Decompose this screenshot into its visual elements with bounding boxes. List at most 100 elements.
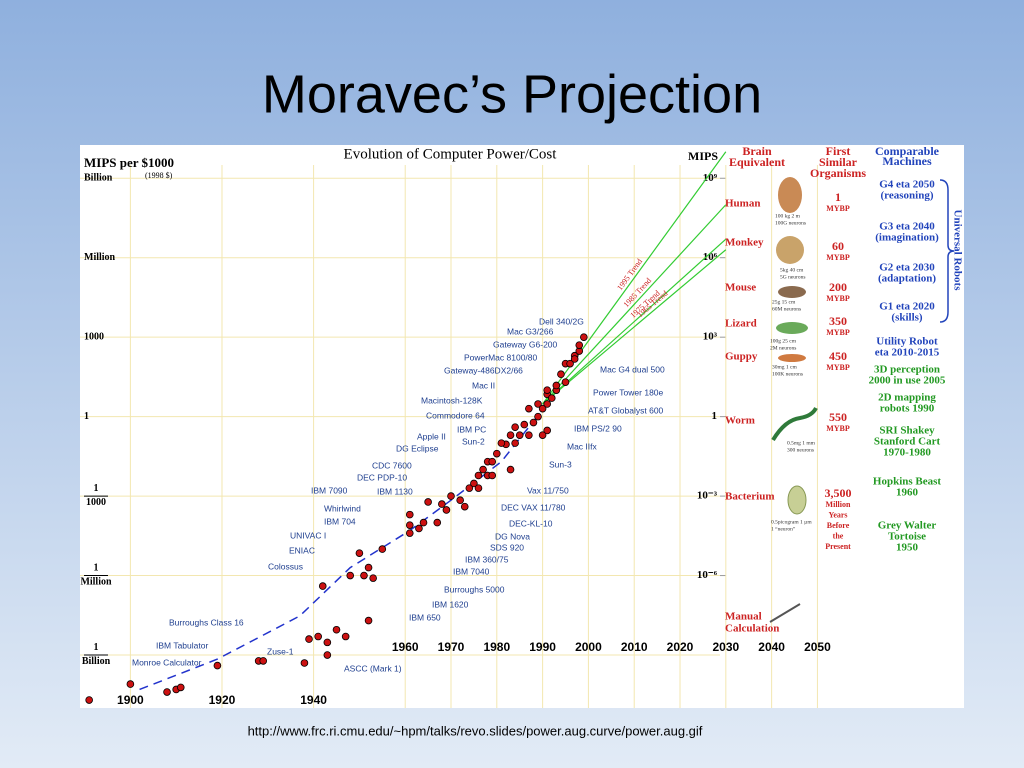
comparable-machine: Hopkins Beast: [873, 476, 941, 488]
bacterium-icon: [787, 485, 807, 515]
worm-icon: [771, 406, 818, 442]
data-point: [506, 465, 515, 474]
x-tick-label: 1990: [529, 640, 556, 654]
x-tick-label: 1960: [392, 640, 419, 654]
organism-age: 3,500: [825, 486, 852, 500]
y-tick-label: 1: [84, 411, 89, 422]
data-point: [515, 431, 524, 439]
y-tick-label: 1 1000: [86, 483, 106, 508]
organism-name: Worm: [725, 415, 755, 427]
data-point: [552, 381, 561, 390]
data-point: [213, 661, 222, 670]
monkey-icon: [776, 236, 804, 264]
machine-label: Burroughs Class 16: [169, 617, 244, 627]
machine-label: IBM 7040: [453, 566, 490, 576]
organism-header: First: [826, 144, 851, 158]
comparable-machine: Grey Walter: [878, 520, 937, 532]
comparable-machine: Tortoise: [888, 531, 926, 543]
fit-line: [139, 403, 548, 691]
organism-age: 200: [829, 280, 847, 294]
comparable-machine: G1 eta 2020: [879, 301, 935, 313]
machine-label: DG Eclipse: [396, 443, 439, 453]
y2-tick-label: 10⁻³: [697, 490, 718, 502]
data-point: [323, 638, 332, 647]
data-point: [364, 616, 373, 625]
y2-tick-label: 10⁹: [703, 172, 718, 184]
data-point: [405, 529, 414, 537]
machine-label: Mac G4 dual 500: [600, 364, 665, 374]
source-url: http://www.frc.ri.cmu.edu/~hpm/talks/rev…: [248, 723, 703, 738]
comparable-machine: G4 eta 2050: [879, 179, 935, 191]
machine-label: IBM PC: [457, 424, 486, 434]
organism-name: Bacterium: [725, 491, 774, 503]
machine-label: Apple II: [417, 431, 446, 441]
data-point: [424, 498, 432, 506]
machine-label: Mac II: [472, 380, 495, 390]
data-point: [543, 426, 551, 435]
machine-label: IBM 1620: [432, 599, 469, 609]
data-point: [488, 471, 497, 480]
machine-label: ASCC (Mark 1): [344, 663, 402, 673]
data-point: [405, 510, 414, 519]
y2-tick-label: 10⁻⁶: [697, 569, 718, 581]
brain-header: Brain: [742, 144, 772, 158]
machine-label: PowerMac 8100/80: [464, 352, 538, 362]
organism-specs: 2M neurons: [770, 345, 796, 351]
data-point: [364, 563, 373, 572]
organism-name: Manual: [725, 611, 762, 623]
machine-label: Burroughs 5000: [444, 584, 505, 594]
machine-label: DG Nova: [495, 531, 530, 541]
organism-age: 550: [829, 410, 847, 424]
y-axis-note: (1998 $): [145, 171, 173, 180]
organism-specs: 5kg 40 cm: [780, 267, 804, 273]
machine-label: DEC VAX 11/780: [501, 502, 566, 512]
comparable-machine: (skills): [891, 312, 923, 324]
machine-label: ENIAC: [289, 545, 315, 555]
machine-label: Power Tower 180e: [593, 387, 664, 397]
robots-label: Universal Robots: [951, 210, 963, 292]
data-point: [465, 484, 474, 492]
organism-age: MYBP: [826, 294, 850, 303]
data-point: [488, 457, 497, 466]
machine-label: IBM Tabulator: [156, 640, 208, 650]
trend-line: [542, 204, 727, 405]
comparable-machine: eta 2010-2015: [875, 347, 940, 359]
data-point: [405, 521, 414, 529]
x-tick-label: 2020: [667, 640, 694, 654]
data-point: [511, 439, 519, 447]
organism-name: Guppy: [725, 351, 758, 363]
data-point: [529, 418, 538, 427]
data-point: [259, 657, 268, 665]
x-tick-label: 1900: [117, 693, 144, 707]
comparable-machine: G3 eta 2040: [879, 221, 935, 233]
data-point: [534, 400, 542, 408]
machine-label: AT&T Globalyst 600: [588, 405, 664, 415]
data-point: [543, 400, 551, 408]
data-point: [580, 333, 588, 341]
data-point: [438, 500, 446, 508]
comparable-machine: Stanford Cart: [874, 436, 941, 448]
organism-specs: 100 kg 2 m: [775, 213, 801, 219]
lizard-icon: [776, 322, 808, 334]
comparable-machine: Utility Robot: [876, 336, 938, 348]
comparable-machine: SRI Shakey: [879, 425, 935, 437]
machine-label: SDS 920: [490, 542, 524, 552]
data-point: [163, 688, 171, 696]
machine-label: Whirlwind: [324, 503, 361, 513]
comparable-machine: robots 1990: [880, 403, 935, 415]
machine-label: Macintosh-128K: [421, 395, 483, 405]
data-point: [305, 635, 313, 643]
comparable-machine: (adaptation): [878, 273, 936, 285]
data-point: [346, 571, 355, 580]
organism-age: Million: [826, 500, 851, 509]
data-point: [525, 431, 533, 439]
machine-label: DEC-KL-10: [509, 518, 553, 528]
mouse-icon: [778, 286, 806, 298]
organism-specs: 100K neurons: [772, 371, 803, 377]
organism-age: MYBP: [826, 253, 850, 262]
machine-label: Mac IIfx: [567, 441, 598, 451]
brain-header: Equivalent: [729, 155, 785, 169]
comparable-machine: 2000 in use 2005: [869, 375, 946, 387]
